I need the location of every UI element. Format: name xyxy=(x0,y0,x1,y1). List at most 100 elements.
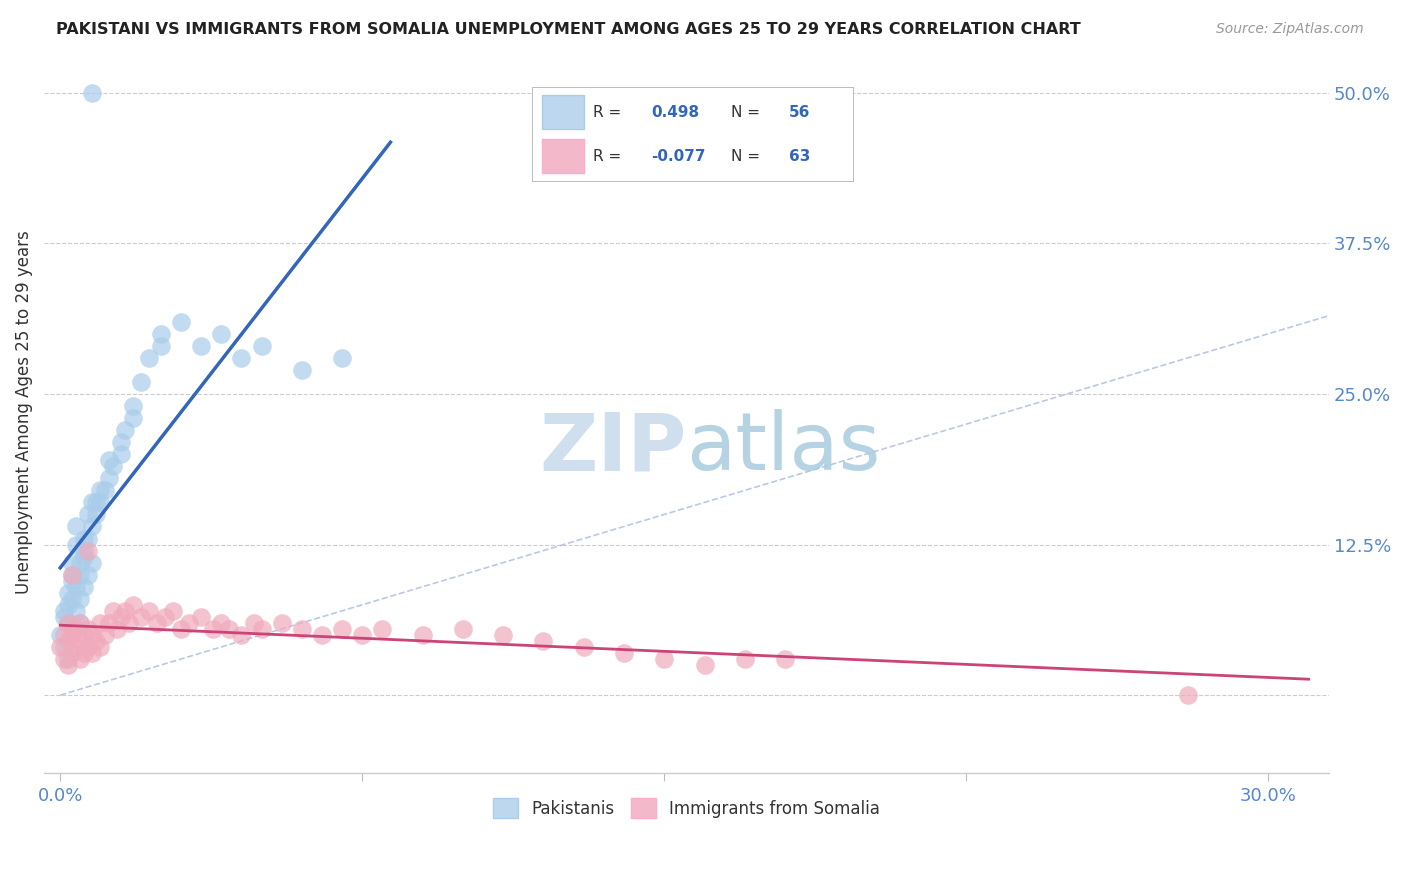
Point xyxy=(572,640,595,654)
Text: Source: ZipAtlas.com: Source: ZipAtlas.com xyxy=(1216,22,1364,37)
Point xyxy=(58,615,80,630)
Point xyxy=(492,628,515,642)
Point xyxy=(190,610,212,624)
Point xyxy=(129,375,152,389)
Text: PAKISTANI VS IMMIGRANTS FROM SOMALIA UNEMPLOYMENT AMONG AGES 25 TO 29 YEARS CORR: PAKISTANI VS IMMIGRANTS FROM SOMALIA UNE… xyxy=(56,22,1081,37)
Y-axis label: Unemployment Among Ages 25 to 29 years: Unemployment Among Ages 25 to 29 years xyxy=(15,230,32,594)
Point xyxy=(69,567,91,582)
Point xyxy=(82,646,104,660)
Point xyxy=(110,447,132,461)
Point xyxy=(291,363,314,377)
Point xyxy=(89,495,111,509)
Point xyxy=(60,556,83,570)
Point xyxy=(58,658,80,673)
Point xyxy=(330,622,353,636)
Point xyxy=(652,652,675,666)
Point xyxy=(77,532,100,546)
Text: atlas: atlas xyxy=(686,409,880,487)
Point xyxy=(77,640,100,654)
Point xyxy=(153,610,176,624)
Point xyxy=(65,604,87,618)
Point xyxy=(73,646,96,660)
Point xyxy=(69,556,91,570)
Point xyxy=(311,628,333,642)
Point xyxy=(190,339,212,353)
Point xyxy=(693,658,716,673)
Point xyxy=(60,646,83,660)
Point xyxy=(114,423,136,437)
Point xyxy=(89,483,111,498)
Point xyxy=(82,495,104,509)
Point xyxy=(73,543,96,558)
Point xyxy=(121,598,143,612)
Point xyxy=(773,652,796,666)
Point xyxy=(121,411,143,425)
Point xyxy=(86,508,108,522)
Point xyxy=(149,326,172,341)
Point xyxy=(60,628,83,642)
Point xyxy=(218,622,240,636)
Point xyxy=(149,339,172,353)
Point xyxy=(58,615,80,630)
Point xyxy=(53,640,76,654)
Point xyxy=(73,549,96,564)
Point xyxy=(330,351,353,365)
Point xyxy=(209,326,232,341)
Text: ZIP: ZIP xyxy=(538,409,686,487)
Point xyxy=(105,622,128,636)
Point xyxy=(250,622,273,636)
Point xyxy=(49,628,72,642)
Point xyxy=(77,543,100,558)
Point xyxy=(270,615,292,630)
Point xyxy=(146,615,169,630)
Point xyxy=(73,628,96,642)
Point xyxy=(69,615,91,630)
Point xyxy=(93,628,115,642)
Point xyxy=(162,604,184,618)
Point xyxy=(60,567,83,582)
Point xyxy=(53,652,76,666)
Point xyxy=(97,453,120,467)
Point xyxy=(734,652,756,666)
Point xyxy=(73,580,96,594)
Point xyxy=(60,622,83,636)
Point xyxy=(65,640,87,654)
Point xyxy=(97,615,120,630)
Point xyxy=(69,652,91,666)
Point xyxy=(613,646,636,660)
Point xyxy=(533,634,555,648)
Point xyxy=(138,604,160,618)
Point xyxy=(209,615,232,630)
Point xyxy=(60,567,83,582)
Point xyxy=(53,628,76,642)
Point xyxy=(89,615,111,630)
Point xyxy=(89,640,111,654)
Point xyxy=(82,519,104,533)
Point xyxy=(86,634,108,648)
Point xyxy=(58,652,80,666)
Point xyxy=(58,598,80,612)
Point xyxy=(77,622,100,636)
Point xyxy=(60,574,83,588)
Point xyxy=(110,435,132,450)
Point xyxy=(114,604,136,618)
Point xyxy=(231,351,253,365)
Point xyxy=(82,556,104,570)
Point xyxy=(77,567,100,582)
Point xyxy=(101,604,124,618)
Point xyxy=(69,591,91,606)
Point xyxy=(82,86,104,100)
Point xyxy=(82,628,104,642)
Point xyxy=(250,339,273,353)
Point xyxy=(451,622,474,636)
Point xyxy=(53,610,76,624)
Point xyxy=(138,351,160,365)
Point xyxy=(53,604,76,618)
Point xyxy=(231,628,253,642)
Point xyxy=(101,459,124,474)
Point xyxy=(60,591,83,606)
Point xyxy=(121,399,143,413)
Point xyxy=(110,610,132,624)
Point xyxy=(242,615,264,630)
Point xyxy=(202,622,225,636)
